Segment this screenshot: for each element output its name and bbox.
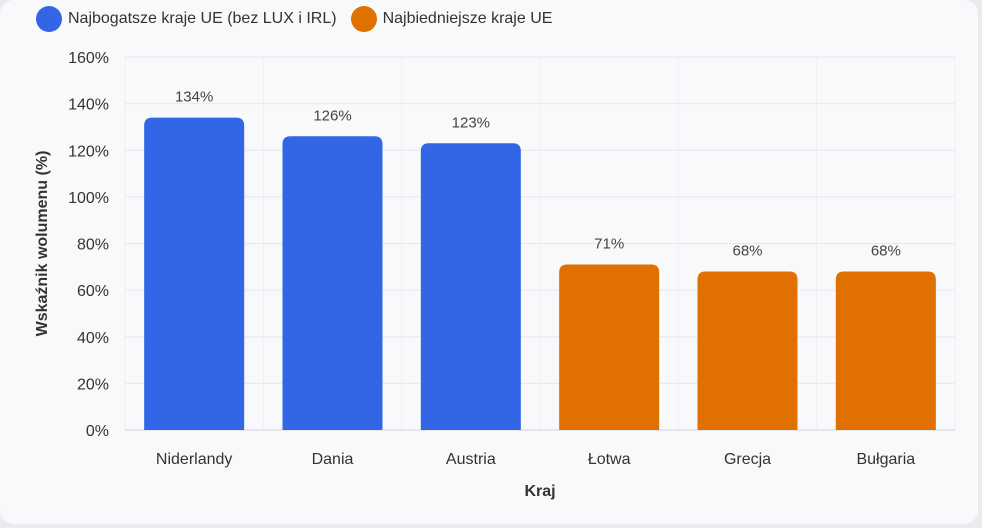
bar-grecja (697, 271, 798, 430)
data-label: 71% (594, 235, 624, 252)
data-label: 68% (871, 242, 901, 259)
legend-label-poor: Najbiedniejsze kraje UE (382, 10, 553, 27)
y-tick-label: 0% (86, 423, 109, 440)
legend-label-rich: Najbogatsze kraje UE (bez LUX i IRL) (68, 10, 337, 27)
x-axis-title: Kraj (524, 483, 555, 500)
bar-bułgaria (835, 271, 936, 430)
y-tick-label: 80% (77, 237, 109, 254)
y-tick-label: 40% (77, 330, 109, 347)
y-tick-label: 20% (77, 376, 109, 393)
data-label: 134% (175, 89, 213, 106)
x-tick-label: Grecja (724, 451, 771, 468)
y-tick-label: 100% (68, 190, 109, 207)
bar-austria (420, 143, 521, 430)
y-tick-label: 140% (68, 97, 109, 114)
legend-item-poor[interactable]: Najbiedniejsze kraje UE (350, 6, 553, 32)
y-tick-label: 160% (68, 50, 109, 67)
legend-item-rich[interactable]: Najbogatsze kraje UE (bez LUX i IRL) (36, 6, 337, 32)
y-tick-label: 120% (68, 143, 109, 160)
data-label: 68% (732, 242, 762, 259)
x-tick-label: Bułgaria (856, 451, 915, 468)
data-label: 126% (313, 107, 351, 124)
x-tick-label: Austria (446, 451, 496, 468)
legend-marker-poor (350, 6, 377, 32)
bar-dania (282, 136, 383, 430)
bar-niderlandy (144, 117, 245, 431)
y-tick-label: 60% (77, 283, 109, 300)
legend: Najbogatsze kraje UE (bez LUX i IRL) Naj… (36, 6, 566, 32)
y-axis-title: Wskaźnik wolumenu (%) (34, 151, 51, 337)
bar-łotwa (559, 264, 660, 430)
legend-marker-rich (36, 6, 62, 32)
x-tick-label: Łotwa (588, 451, 631, 468)
x-tick-label: Niderlandy (156, 451, 232, 468)
data-label: 123% (452, 114, 490, 131)
x-tick-label: Dania (312, 451, 354, 468)
